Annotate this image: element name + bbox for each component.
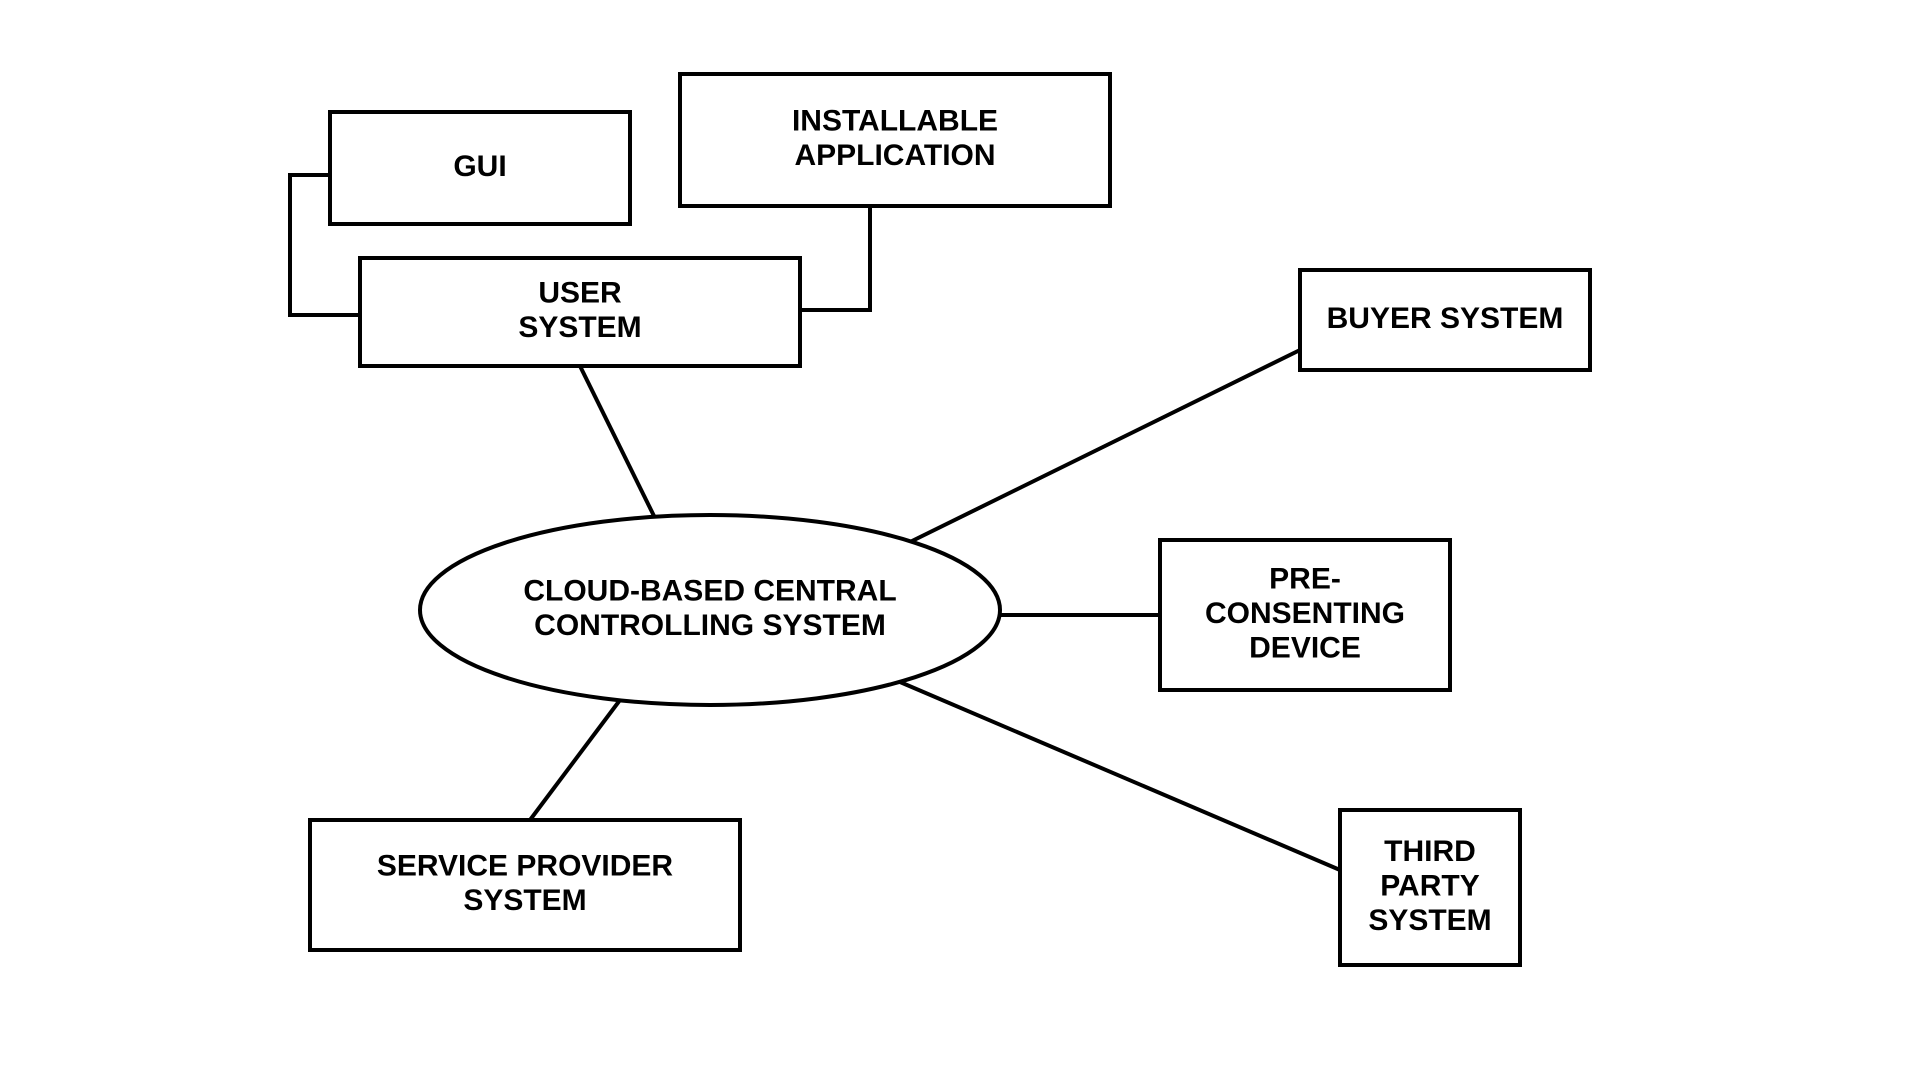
node-user_system-label-1: SYSTEM (518, 311, 641, 344)
edge-1 (800, 206, 870, 310)
node-installable_app-label-0: INSTALLABLE (792, 105, 998, 138)
nodes-layer: GUIINSTALLABLEAPPLICATIONUSERSYSTEMCLOUD… (310, 74, 1590, 965)
node-installable_app: INSTALLABLEAPPLICATION (680, 74, 1110, 206)
node-service_provider: SERVICE PROVIDERSYSTEM (310, 820, 740, 950)
node-buyer_system: BUYER SYSTEM (1300, 270, 1590, 370)
edge-3 (910, 350, 1300, 542)
node-gui: GUI (330, 112, 630, 224)
node-cloud_center-label-1: CONTROLLING SYSTEM (534, 609, 886, 642)
node-gui-label-0: GUI (453, 150, 506, 183)
node-cloud_center-label-0: CLOUD-BASED CENTRAL (523, 575, 896, 608)
edge-5 (900, 682, 1340, 870)
node-pre_consenting-label-2: DEVICE (1249, 631, 1361, 664)
node-third_party-label-2: SYSTEM (1368, 904, 1491, 937)
node-cloud_center: CLOUD-BASED CENTRALCONTROLLING SYSTEM (420, 515, 1000, 705)
node-pre_consenting-label-0: PRE- (1269, 562, 1341, 595)
node-third_party-label-1: PARTY (1380, 869, 1479, 902)
node-third_party: THIRDPARTYSYSTEM (1340, 810, 1520, 965)
node-third_party-label-0: THIRD (1384, 835, 1476, 868)
node-service_provider-label-0: SERVICE PROVIDER (377, 850, 674, 883)
edge-2 (580, 366, 655, 518)
edge-6 (530, 700, 620, 820)
node-user_system-label-0: USER (538, 277, 622, 310)
node-service_provider-label-1: SYSTEM (463, 884, 586, 917)
node-pre_consenting-label-1: CONSENTING (1205, 597, 1405, 630)
node-user_system: USERSYSTEM (360, 258, 800, 366)
node-pre_consenting: PRE-CONSENTINGDEVICE (1160, 540, 1450, 690)
system-architecture-diagram: GUIINSTALLABLEAPPLICATIONUSERSYSTEMCLOUD… (0, 0, 1920, 1080)
node-installable_app-label-1: APPLICATION (794, 139, 995, 172)
node-buyer_system-label-0: BUYER SYSTEM (1327, 302, 1564, 335)
